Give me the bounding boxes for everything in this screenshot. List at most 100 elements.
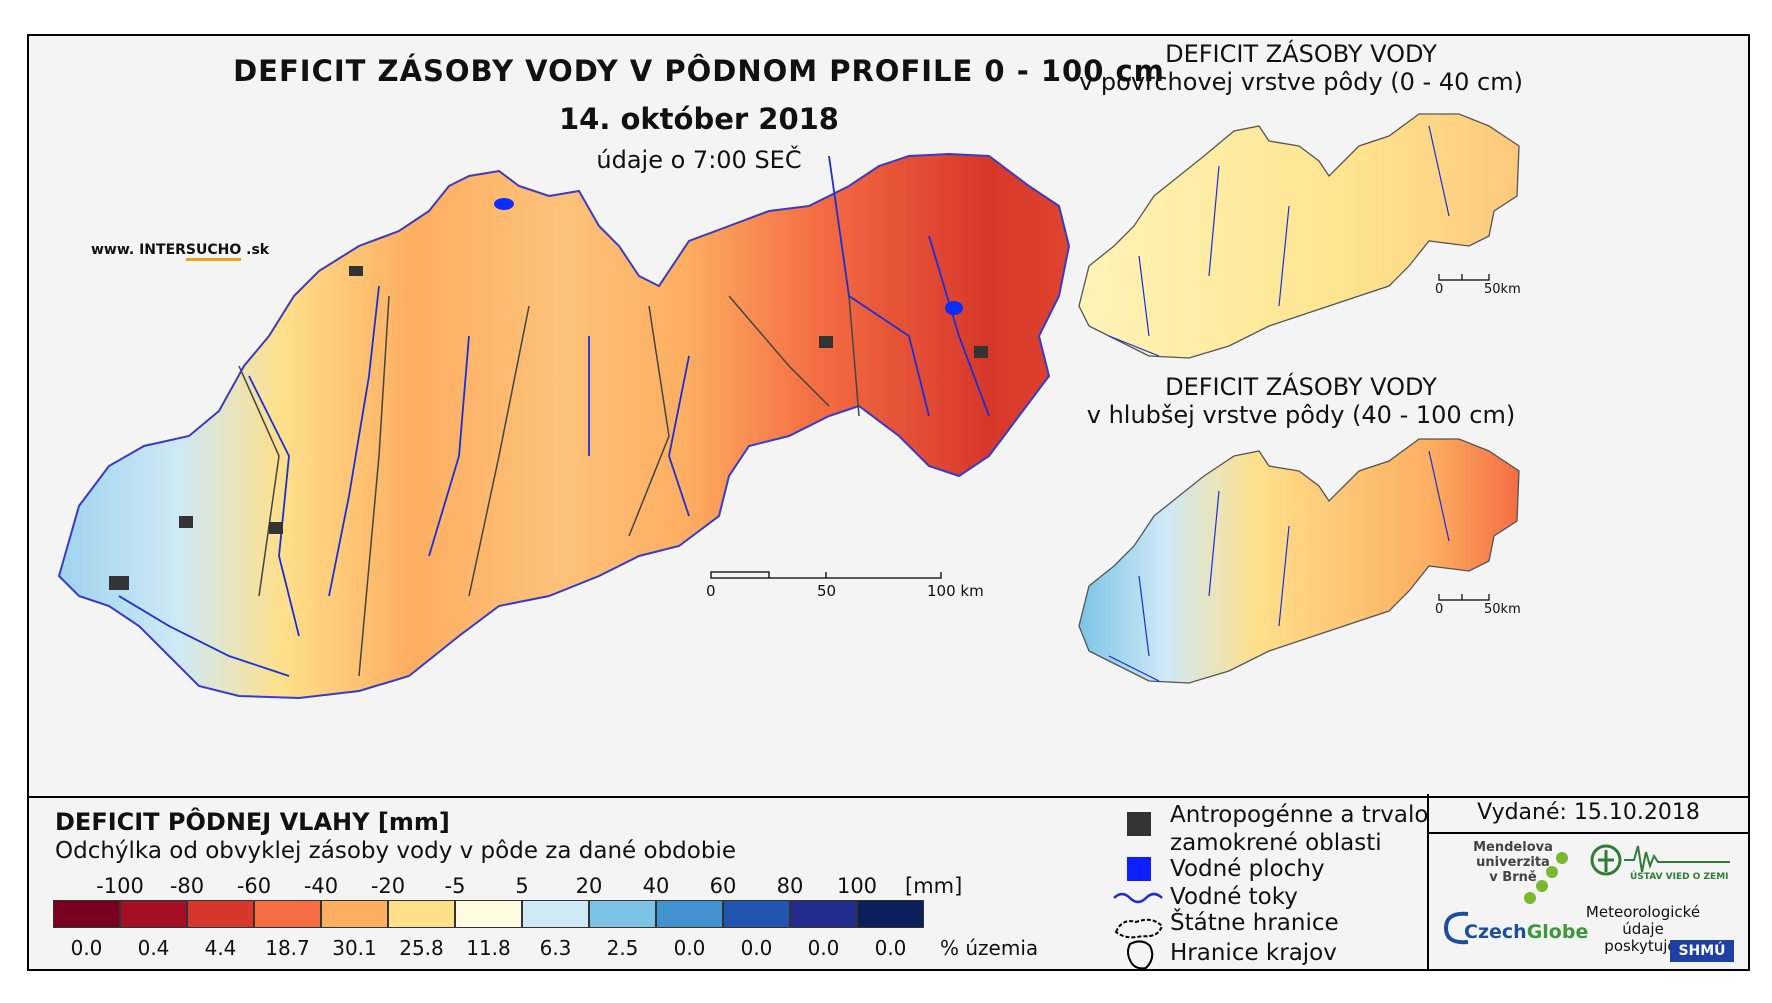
legend-swatch (254, 900, 321, 928)
symbol-water-label: Vodné plochy (1170, 856, 1325, 882)
legend-percentage: 11.8 (466, 936, 511, 960)
map-sheet: DEFICIT ZÁSOBY VODY V PÔDNOM PROFILE 0 -… (27, 34, 1750, 971)
inset1-territory (1078, 113, 1520, 359)
legend-tick: 20 (575, 874, 603, 898)
legend-percentage: 18.7 (265, 936, 310, 960)
legend-percentage: 4.4 (204, 936, 237, 960)
legend-swatch (455, 900, 522, 928)
meteo-line2: údaje (1622, 920, 1664, 938)
symbol-river-label: Vodné toky (1170, 884, 1298, 910)
rivers-main (118, 155, 990, 677)
symbol-region-border-label: Hranice krajov (1170, 940, 1337, 966)
meteo-provider-text: Meteorologické údaje poskytuje: (1585, 904, 1701, 955)
mendel-logo-text: Mendelova univerzita v Brně (1458, 840, 1568, 885)
mendel-dots-logo (1524, 852, 1568, 904)
urban-area (269, 522, 283, 534)
meteo-line3: poskytuje: (1604, 937, 1682, 955)
website-label: www. INTERSUCHO .sk (91, 242, 269, 261)
symbol-urban-label2: zamokrené oblasti (1170, 830, 1382, 856)
symbol-urban-label1: Antropogénne a trvalo (1170, 802, 1429, 828)
water-body (494, 198, 514, 210)
legend-swatch (656, 900, 723, 928)
inset2-scale-0: 0 (1435, 602, 1444, 617)
mendel-line3: v Brně (1489, 870, 1537, 885)
inset2-scale-bar (1438, 594, 1490, 601)
urban-area (974, 346, 988, 358)
legend-percentage: 0.0 (807, 936, 840, 960)
inset2-title: DEFICIT ZÁSOBY VODY v hlubšej vrstve pôd… (1041, 373, 1561, 429)
uvoz-logo-text: ÚSTAV VIED O ZEMI (1630, 872, 1729, 882)
legend-tick: -40 (303, 874, 339, 898)
legend-swatch (321, 900, 388, 928)
legend-pct-label: % územia (940, 936, 1039, 960)
legend-swatch (53, 900, 120, 928)
czechglobe-icon (1443, 911, 1469, 945)
inset2-title-line2: v hlubšej vrstve pôdy (40 - 100 cm) (1086, 401, 1516, 429)
legend-percentage: 2.5 (606, 936, 639, 960)
main-scale-0: 0 (706, 582, 716, 600)
inset2-title-line1: DEFICIT ZÁSOBY VODY (1165, 373, 1437, 401)
symbol-state-border (1114, 918, 1164, 939)
legend-title: DEFICIT PÔDNEJ VLAHY [mm] (55, 808, 450, 836)
urban-area (109, 576, 129, 590)
inset1-scale-0: 0 (1435, 282, 1444, 297)
czechglobe-part1: Czech (1464, 921, 1527, 943)
water-body (945, 301, 963, 315)
legend-swatch (723, 900, 790, 928)
mendel-line1: Mendelova (1473, 840, 1553, 855)
legend-tick: -5 (444, 874, 466, 898)
inset2-rivers (1108, 450, 1450, 682)
footer-divider (1427, 794, 1429, 971)
legend-swatch (120, 900, 187, 928)
legend-swatch (790, 900, 857, 928)
legend-tick: -20 (370, 874, 406, 898)
website-suffix: .sk (241, 242, 270, 258)
legend-tick: 5 (515, 874, 529, 898)
czechglobe-logo-text: CzechGlobe (1464, 921, 1588, 943)
inset1-title-line2: v povrchovej vrstve pôdy (0 - 40 cm) (1079, 68, 1523, 96)
legend-tick: 40 (642, 874, 670, 898)
urban-area (349, 266, 363, 276)
legend-tick: -60 (236, 874, 272, 898)
inset1-scale-bar (1438, 274, 1490, 281)
legend-swatch (388, 900, 455, 928)
slovakia-territory (57, 152, 1071, 700)
legend-percentage: 0.0 (740, 936, 773, 960)
inset2-territory (1078, 438, 1520, 684)
symbol-urban (1127, 812, 1151, 836)
czechglobe-part2: Globe (1526, 921, 1589, 943)
main-map (57, 113, 1520, 700)
legend-tick: -100 (96, 874, 144, 898)
legend-unit: [mm] (905, 874, 963, 898)
inset1-rivers (1108, 125, 1450, 357)
urban-area (179, 516, 193, 528)
region-borders (238, 295, 860, 677)
symbol-river (1113, 892, 1163, 904)
legend-tick: 100 (836, 874, 878, 898)
legend-percentage: 0.4 (137, 936, 170, 960)
legend-tick: 80 (776, 874, 804, 898)
map-date: 14. október 2018 (558, 102, 839, 136)
map-time: údaje o 7:00 SEČ (596, 146, 802, 174)
legend-percentage: 30.1 (332, 936, 377, 960)
legend-swatch (857, 900, 924, 928)
legend-percentage: 25.8 (399, 936, 444, 960)
shmu-logo: SHMÚ (1670, 940, 1734, 962)
legend-percentage: 0.0 (874, 936, 907, 960)
legend-percentage: 0.0 (673, 936, 706, 960)
legend-percentage: 0.0 (70, 936, 103, 960)
inset1-title-line1: DEFICIT ZÁSOBY VODY (1165, 40, 1437, 68)
main-scale-bar (710, 571, 942, 579)
issued-date: Vydané: 15.10.2018 (1429, 794, 1748, 834)
inset2-scale-50: 50km (1484, 602, 1521, 617)
website-prefix: www. INTER (91, 242, 186, 258)
main-scale-50: 50 (817, 582, 837, 600)
uvoz-logo (1590, 844, 1730, 876)
map-area: DEFICIT ZÁSOBY VODY V PÔDNOM PROFILE 0 -… (29, 36, 1748, 798)
map-title: DEFICIT ZÁSOBY VODY V PÔDNOM PROFILE 0 -… (233, 54, 1165, 88)
urban-area (819, 336, 833, 348)
legend-subtitle: Odchýlka od obvyklej zásoby vody v pôde … (55, 838, 736, 864)
legend-tick: -80 (169, 874, 205, 898)
inset1-scale-50: 50km (1484, 282, 1521, 297)
legend-swatch (187, 900, 254, 928)
